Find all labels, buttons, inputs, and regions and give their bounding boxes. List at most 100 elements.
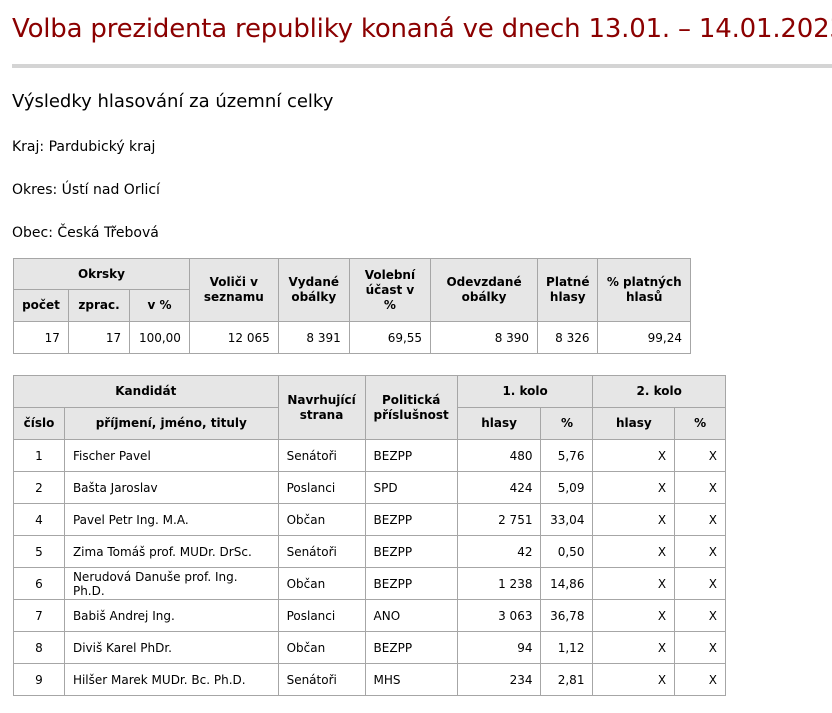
cell-strana: Senátoři [277, 535, 366, 568]
cell-pct-2: X [674, 663, 726, 696]
header-vydane-obalky: Vydané obálky [277, 258, 350, 322]
cell-strana: Poslanci [277, 599, 366, 632]
cell-strana: Poslanci [277, 471, 366, 504]
cell-hlasy-1: 3 063 [456, 599, 542, 632]
cell-cislo: 2 [13, 471, 65, 504]
cell-prislusnost: BEZPP [364, 439, 458, 472]
page-subtitle: Výsledky hlasování za územní celky [12, 91, 334, 112]
cell-cislo: 8 [13, 631, 65, 664]
cell-pct-2: X [674, 503, 726, 536]
cell-pct-1: 1,12 [540, 631, 594, 664]
cell-prislusnost: MHS [364, 663, 458, 696]
cell-pct-1: 33,04 [540, 503, 594, 536]
cell-hlasy-1: 424 [456, 471, 542, 504]
cell-odevzdane: 8 390 [430, 321, 539, 354]
cell-cislo: 1 [13, 439, 65, 472]
cell-cislo: 7 [13, 599, 65, 632]
cell-pct-platnych: 99,24 [597, 321, 691, 354]
cell-hlasy-1: 2 751 [456, 503, 542, 536]
cell-pct-2: X [674, 567, 726, 600]
header-platne-hlasy: Platné hlasy [537, 258, 599, 322]
cell-strana: Občan [277, 503, 366, 536]
cell-vydane: 8 391 [277, 321, 350, 354]
cell-zprac: 17 [67, 321, 131, 354]
cell-hlasy-2: X [592, 599, 676, 632]
cell-jmeno: Fischer Pavel [63, 439, 279, 472]
cell-pct-1: 2,81 [540, 663, 594, 696]
district-label: Okres: Ústí nad Orlicí [12, 182, 160, 198]
cell-hlasy-2: X [592, 663, 676, 696]
cell-jmeno: Diviš Karel PhDr. [63, 631, 279, 664]
candidates-table: Kandidát Navrhující strana Politická pří… [13, 375, 726, 696]
summary-row: 17 17 100,00 12 065 8 391 69,55 8 390 8 … [13, 321, 691, 354]
candidate-row: 8 Diviš Karel PhDr. Občan BEZPP 94 1,12 … [13, 631, 726, 664]
cell-hlasy-2: X [592, 567, 676, 600]
header-jmeno: příjmení, jméno, tituly [63, 407, 279, 440]
candidate-row: 7 Babiš Andrej Ing. Poslanci ANO 3 063 3… [13, 599, 726, 632]
candidate-row: 1 Fischer Pavel Senátoři BEZPP 480 5,76 … [13, 439, 726, 472]
cell-hlasy-1: 1 238 [456, 567, 542, 600]
cell-platne: 8 326 [537, 321, 599, 354]
municipality-label: Obec: Česká Třebová [12, 225, 159, 241]
summary-table: Okrsky Voliči v seznamu Vydané obálky Vo… [13, 258, 691, 354]
header-v-pct: v % [129, 289, 190, 322]
cell-jmeno: Pavel Petr Ing. M.A. [63, 503, 279, 536]
cell-prislusnost: BEZPP [364, 631, 458, 664]
candidate-row: 4 Pavel Petr Ing. M.A. Občan BEZPP 2 751… [13, 503, 726, 536]
title-divider [12, 64, 832, 68]
header-politicka-prislusnost: Politická příslušnost [364, 375, 458, 440]
cell-hlasy-2: X [592, 631, 676, 664]
cell-prislusnost: BEZPP [364, 567, 458, 600]
cell-cislo: 9 [13, 663, 65, 696]
header-pct-2: % [674, 407, 726, 440]
header-okrsky: Okrsky [13, 258, 190, 290]
cell-prislusnost: BEZPP [364, 503, 458, 536]
candidate-row: 9 Hilšer Marek MUDr. Bc. Ph.D. Senátoři … [13, 663, 726, 696]
cell-pocet: 17 [13, 321, 69, 354]
header-volici: Voliči v seznamu [188, 258, 279, 322]
candidate-row: 2 Bašta Jaroslav Poslanci SPD 424 5,09 X… [13, 471, 726, 504]
header-pct-platnych: % platných hlasů [597, 258, 691, 322]
header-volebni-ucast: Volební účast v % [348, 258, 432, 322]
cell-pct-1: 36,78 [540, 599, 594, 632]
cell-pct-1: 5,09 [540, 471, 594, 504]
candidate-row: 6 Nerudová Danuše prof. Ing. Ph.D. Občan… [13, 567, 726, 600]
cell-volici: 12 065 [188, 321, 279, 354]
header-zprac: zprac. [67, 289, 131, 322]
cell-ucast: 69,55 [348, 321, 432, 354]
cell-strana: Senátoři [277, 439, 366, 472]
cell-prislusnost: ANO [364, 599, 458, 632]
cell-cislo: 4 [13, 503, 65, 536]
cell-jmeno: Hilšer Marek MUDr. Bc. Ph.D. [63, 663, 279, 696]
header-pct-1: % [540, 407, 594, 440]
cell-cislo: 6 [13, 567, 65, 600]
cell-jmeno: Nerudová Danuše prof. Ing. Ph.D. [63, 567, 279, 600]
cell-hlasy-2: X [592, 535, 676, 568]
cell-pct-2: X [674, 535, 726, 568]
header-hlasy-1: hlasy [456, 407, 542, 440]
page-title: Volba prezidenta republiky konaná ve dne… [12, 14, 832, 44]
header-cislo: číslo [13, 407, 65, 440]
cell-pct-1: 14,86 [540, 567, 594, 600]
cell-v-pct: 100,00 [129, 321, 190, 354]
cell-prislusnost: SPD [364, 471, 458, 504]
cell-jmeno: Bašta Jaroslav [63, 471, 279, 504]
cell-hlasy-1: 234 [456, 663, 542, 696]
cell-hlasy-2: X [592, 439, 676, 472]
candidate-row: 5 Zima Tomáš prof. MUDr. DrSc. Senátoři … [13, 535, 726, 568]
header-hlasy-2: hlasy [592, 407, 676, 440]
region-label: Kraj: Pardubický kraj [12, 139, 156, 155]
cell-strana: Senátoři [277, 663, 366, 696]
cell-jmeno: Babiš Andrej Ing. [63, 599, 279, 632]
cell-cislo: 5 [13, 535, 65, 568]
header-kandidat: Kandidát [13, 375, 279, 408]
cell-strana: Občan [277, 567, 366, 600]
header-navrhujici-strana: Navrhující strana [277, 375, 366, 440]
cell-hlasy-1: 42 [456, 535, 542, 568]
cell-hlasy-2: X [592, 471, 676, 504]
cell-pct-2: X [674, 471, 726, 504]
header-odevzdane-obalky: Odevzdané obálky [430, 258, 539, 322]
cell-hlasy-1: 94 [456, 631, 542, 664]
cell-pct-1: 0,50 [540, 535, 594, 568]
cell-pct-2: X [674, 599, 726, 632]
